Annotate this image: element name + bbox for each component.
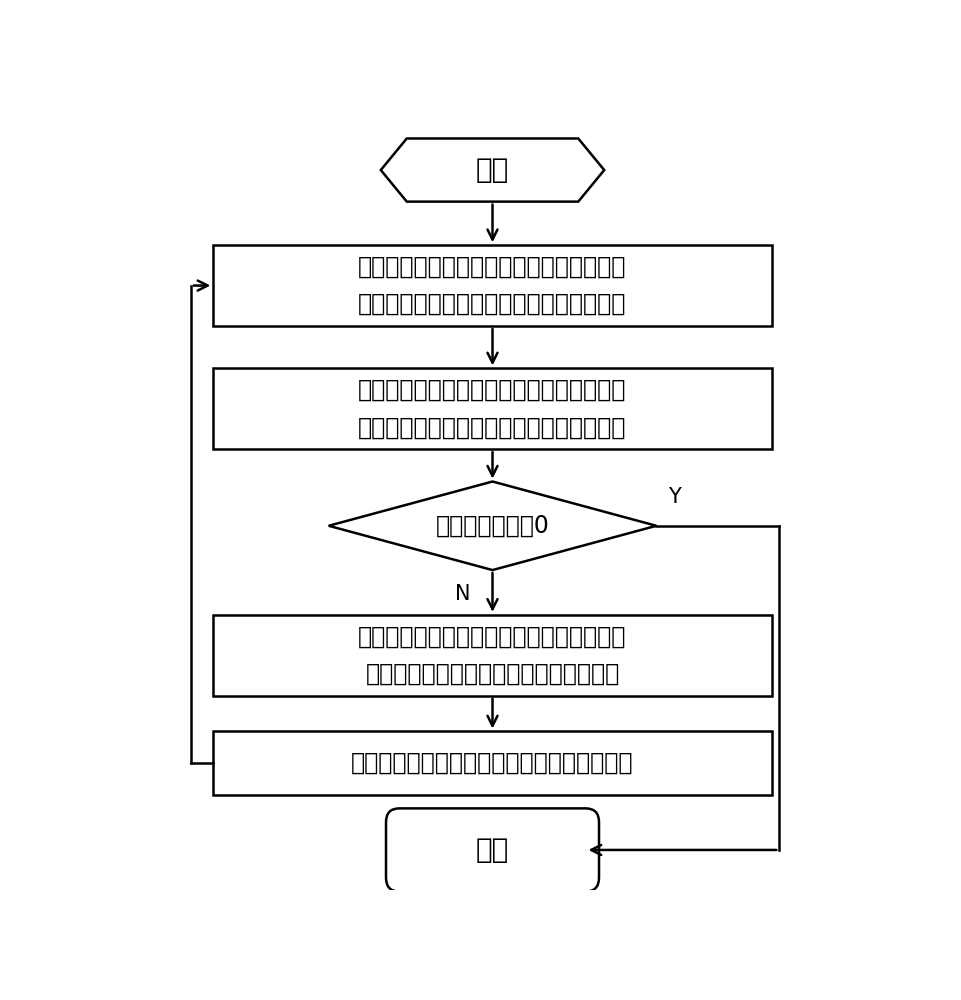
Text: 将各个欧式距离平均値最小値对应的两类合并: 将各个欧式距离平均値最小値对应的两类合并 <box>352 751 633 775</box>
Polygon shape <box>329 482 656 570</box>
Bar <box>213 245 772 326</box>
Text: 判断每个矩阵里的差値绝对値是否都满足划
分指标的阀値要求，删除不满足要求的矩阵: 判断每个矩阵里的差値绝对値是否都满足划 分指标的阀値要求，删除不满足要求的矩阵 <box>358 378 627 439</box>
Text: 对于任意不相邻的两类，计算两类各个元素
所对应划分指标的差値绝对値，并存入矩阵: 对于任意不相邻的两类，计算两类各个元素 所对应划分指标的差値绝对値，并存入矩阵 <box>358 255 627 316</box>
Bar <box>213 368 772 449</box>
Text: Y: Y <box>668 487 680 507</box>
Polygon shape <box>381 138 604 202</box>
Text: 结束: 结束 <box>476 836 509 864</box>
FancyBboxPatch shape <box>386 808 599 892</box>
Text: 对于每个矩阵涉及的两类，计算两类合并情
况下各个元素至类中心的欧式距离平均値: 对于每个矩阵涉及的两类，计算两类合并情 况下各个元素至类中心的欧式距离平均値 <box>358 624 627 686</box>
Bar <box>213 731 772 795</box>
Text: 开始: 开始 <box>476 156 509 184</box>
Bar <box>213 615 772 696</box>
Text: N: N <box>455 584 471 604</box>
Text: 剩余矩阵数量为0: 剩余矩阵数量为0 <box>435 514 550 538</box>
